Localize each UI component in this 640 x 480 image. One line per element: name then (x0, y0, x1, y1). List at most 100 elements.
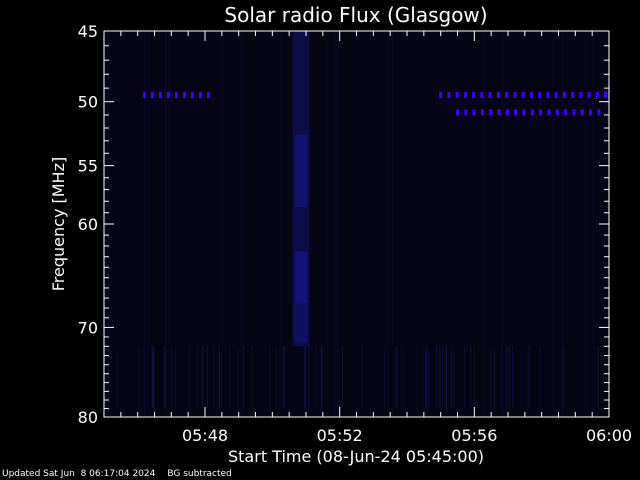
interference-mark (546, 91, 550, 98)
texture-streak (592, 31, 595, 417)
texture-streak (484, 31, 487, 417)
texture-streak (563, 346, 565, 409)
texture-streak (383, 346, 385, 409)
texture-streak (342, 346, 344, 409)
interference-mark (505, 91, 509, 98)
interference-mark (447, 91, 451, 98)
texture-streak (487, 31, 490, 417)
texture-streak (351, 31, 353, 417)
texture-streak (453, 346, 455, 409)
texture-streak (489, 346, 491, 409)
texture-streak (387, 31, 390, 417)
texture-streak (251, 346, 253, 409)
texture-streak (402, 346, 404, 409)
texture-streak (428, 346, 430, 409)
emission-blob (294, 134, 308, 208)
interference-mark (439, 91, 443, 98)
texture-streak (213, 346, 215, 409)
texture-streak (497, 31, 500, 417)
texture-streak (595, 346, 597, 409)
texture-streak (189, 31, 192, 417)
interference-mark (166, 91, 170, 98)
interference-mark (488, 91, 492, 98)
texture-streak (336, 31, 338, 417)
texture-streak (337, 31, 340, 417)
texture-streak (335, 31, 338, 417)
interference-mark (522, 109, 526, 116)
texture-streak (597, 346, 599, 409)
texture-streak (237, 346, 239, 409)
texture-streak (163, 346, 165, 409)
texture-streak (561, 31, 564, 417)
texture-streak (483, 31, 485, 417)
texture-streak (380, 31, 382, 417)
texture-streak (132, 31, 135, 417)
interference-mark (472, 109, 476, 116)
texture-streak (551, 31, 554, 417)
texture-streak (326, 31, 329, 417)
x-tick-label: 06:00 (586, 426, 632, 445)
interference-mark (604, 91, 608, 98)
texture-streak (279, 31, 282, 417)
texture-streak (598, 346, 600, 409)
texture-streak (396, 346, 398, 409)
texture-streak (171, 31, 174, 417)
texture-streak (394, 346, 396, 409)
texture-streak (206, 346, 208, 409)
texture-streak (220, 31, 223, 417)
interference-mark (472, 91, 476, 98)
interference-mark (505, 109, 509, 116)
y-tick-label: 60 (78, 215, 98, 234)
texture-streak (331, 31, 334, 417)
emission-blob (294, 303, 308, 342)
interference-mark (572, 109, 576, 116)
texture-streak (174, 346, 176, 409)
x-tick-label: 05:56 (451, 426, 497, 445)
x-axis-label: Start Time (08-Jun-24 05:45:00) (228, 447, 484, 466)
interference-mark (206, 91, 210, 98)
texture-streak (226, 31, 228, 417)
texture-streak (508, 346, 510, 409)
texture-streak (338, 31, 341, 417)
texture-streak (451, 346, 453, 409)
texture-streak (251, 346, 253, 409)
interference-mark (142, 91, 146, 98)
texture-streak (149, 31, 151, 417)
texture-streak (466, 31, 468, 417)
texture-streak (146, 31, 149, 417)
texture-streak (164, 31, 167, 417)
texture-streak (148, 31, 151, 417)
texture-streak (137, 346, 139, 409)
texture-streak (144, 31, 146, 417)
texture-streak (503, 31, 505, 417)
texture-streak (229, 346, 231, 409)
texture-streak (151, 346, 153, 409)
texture-streak (450, 31, 452, 417)
texture-streak (441, 346, 443, 409)
texture-streak (387, 31, 389, 417)
y-tick-label: 55 (78, 157, 98, 176)
texture-streak (445, 346, 447, 409)
texture-streak (353, 31, 355, 417)
y-tick-label: 80 (78, 408, 98, 427)
texture-streak (591, 31, 595, 417)
texture-streak (269, 346, 271, 409)
texture-streak (150, 31, 152, 417)
texture-streak (528, 346, 530, 409)
texture-streak (315, 346, 317, 409)
bg-subtracted-note: BG subtracted (167, 469, 232, 479)
texture-streak (334, 31, 337, 417)
texture-streak (152, 346, 154, 409)
texture-streak (448, 31, 450, 417)
interference-mark (597, 109, 601, 116)
texture-streak (188, 346, 190, 409)
interference-mark (480, 91, 484, 98)
texture-streak (422, 31, 424, 417)
texture-streak (160, 31, 163, 417)
interference-mark (480, 109, 484, 116)
texture-streak (145, 31, 148, 417)
interference-mark (514, 109, 518, 116)
interference-mark (587, 91, 591, 98)
interference-mark (529, 91, 533, 98)
y-tick-label: 50 (78, 93, 98, 112)
